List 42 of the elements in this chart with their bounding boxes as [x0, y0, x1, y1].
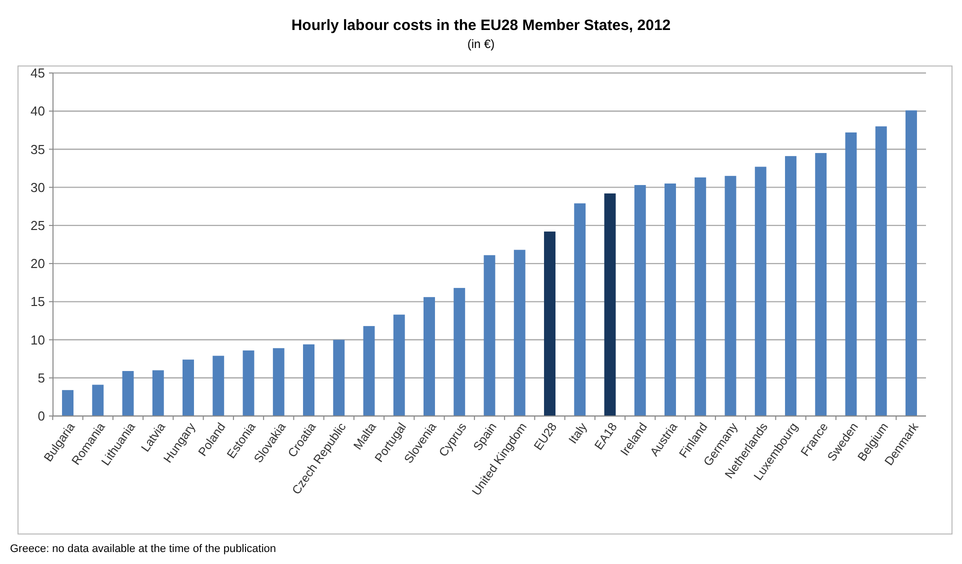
bar [62, 390, 74, 416]
y-tick-label: 40 [30, 104, 45, 119]
bar [393, 314, 405, 416]
bar [363, 326, 375, 416]
bar [514, 250, 526, 416]
bar [906, 110, 917, 416]
bar [724, 176, 736, 416]
y-tick-label: 35 [30, 142, 45, 157]
bar [242, 350, 254, 416]
y-tick-label: 25 [30, 218, 45, 233]
bar [634, 185, 646, 416]
bar [574, 203, 586, 416]
bar [303, 344, 314, 416]
bar [333, 340, 345, 416]
bar [454, 288, 466, 416]
bar [152, 370, 164, 416]
bar [785, 156, 796, 416]
bar [694, 177, 706, 416]
bar [484, 255, 496, 416]
y-tick-label: 0 [38, 408, 45, 424]
bar [845, 132, 857, 416]
y-tick-label: 30 [30, 180, 45, 195]
bar [182, 360, 194, 416]
bar [122, 371, 134, 416]
text: Greece: no data available at the time of the publication [10, 543, 276, 555]
y-tick-label: 10 [30, 332, 45, 348]
bar [92, 384, 104, 416]
bar [544, 232, 556, 416]
bar [272, 348, 284, 416]
bar [875, 126, 887, 416]
y-tick-label: 20 [30, 256, 45, 272]
y-tick-label: 5 [38, 370, 45, 386]
y-tick-label: 15 [30, 294, 45, 310]
bar [212, 356, 224, 416]
chart-subtitle: (in €) [467, 37, 495, 51]
bar [664, 184, 676, 416]
bar [424, 297, 435, 416]
bar [754, 166, 766, 416]
bar [815, 153, 827, 416]
y-tick-label: 45 [30, 66, 45, 81]
bar [604, 193, 616, 416]
chart-title: Hourly labour costs in the EU28 Member States, 2012 [291, 17, 671, 34]
